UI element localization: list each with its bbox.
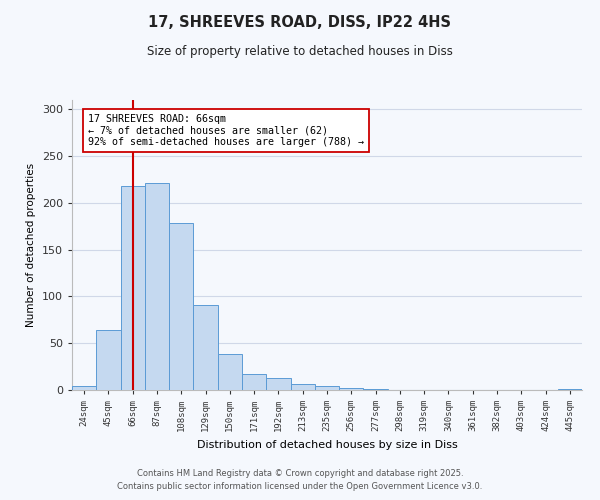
Bar xyxy=(145,184,169,390)
Text: Contains HM Land Registry data © Crown copyright and database right 2025.: Contains HM Land Registry data © Crown c… xyxy=(137,468,463,477)
Bar xyxy=(218,354,242,390)
Bar xyxy=(315,386,339,390)
Bar xyxy=(364,389,388,390)
Bar xyxy=(339,388,364,390)
Bar xyxy=(169,222,193,390)
Bar xyxy=(193,305,218,390)
Bar xyxy=(72,386,96,390)
Bar xyxy=(121,186,145,390)
Text: 17, SHREEVES ROAD, DISS, IP22 4HS: 17, SHREEVES ROAD, DISS, IP22 4HS xyxy=(149,15,452,30)
Bar xyxy=(266,378,290,390)
Text: 17 SHREEVES ROAD: 66sqm
← 7% of detached houses are smaller (62)
92% of semi-det: 17 SHREEVES ROAD: 66sqm ← 7% of detached… xyxy=(88,114,364,147)
Text: Size of property relative to detached houses in Diss: Size of property relative to detached ho… xyxy=(147,45,453,58)
X-axis label: Distribution of detached houses by size in Diss: Distribution of detached houses by size … xyxy=(197,440,457,450)
Bar xyxy=(96,330,121,390)
Bar xyxy=(558,389,582,390)
Bar xyxy=(242,374,266,390)
Bar xyxy=(290,384,315,390)
Y-axis label: Number of detached properties: Number of detached properties xyxy=(26,163,36,327)
Text: Contains public sector information licensed under the Open Government Licence v3: Contains public sector information licen… xyxy=(118,482,482,491)
